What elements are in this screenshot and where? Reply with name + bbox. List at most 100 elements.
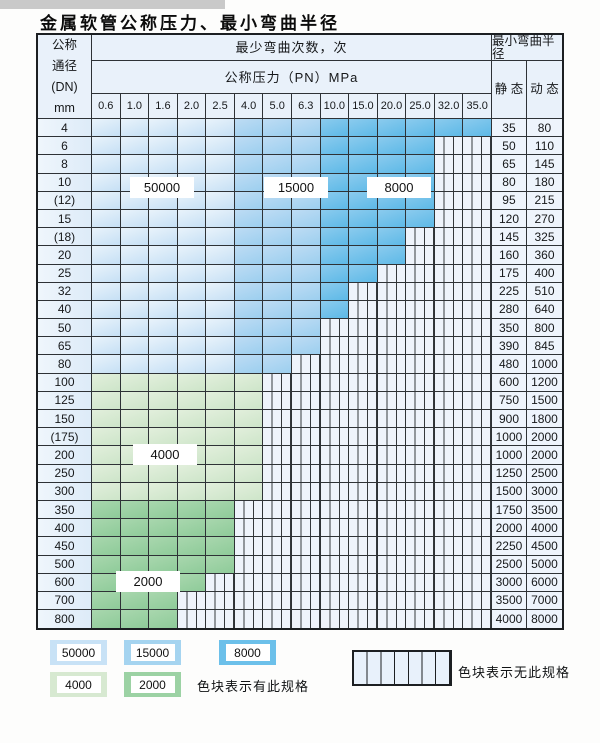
dynamic-radius-cell: 510 (526, 282, 562, 301)
spec-unavailable-cell (463, 391, 492, 410)
spec-available-cell (120, 482, 150, 501)
spec-available-cell (92, 537, 121, 556)
dynamic-radius-cell: 8000 (526, 610, 562, 629)
spec-unavailable-cell (463, 428, 492, 447)
spec-unavailable-cell (463, 610, 492, 629)
spec-unavailable-cell (320, 355, 350, 374)
spec-unavailable-cell (320, 446, 350, 465)
pressure-column-header: 1.6 (149, 94, 178, 119)
spec-available-cell (149, 610, 178, 629)
spec-unavailable-cell (463, 591, 492, 611)
static-radius-cell: 145 (491, 228, 527, 247)
spec-unavailable-cell (463, 555, 492, 574)
spec-unavailable-cell (463, 573, 492, 592)
dn-cell: 25 (38, 264, 92, 283)
legend-swatch-2000: 2000 (124, 672, 181, 697)
dn-column-header: 公称 通径 (DN) mm (38, 35, 92, 119)
spec-unavailable-cell (434, 537, 464, 556)
spec-unavailable-cell (406, 373, 435, 392)
pressure-column-header: 0.6 (92, 94, 121, 119)
dn-cell: 100 (38, 373, 92, 392)
spec-available-cell (120, 610, 150, 629)
spec-available-cell (291, 209, 321, 229)
spec-available-cell (92, 591, 121, 611)
spec-unavailable-cell (263, 391, 292, 410)
spec-available-cell (206, 373, 235, 392)
spec-unavailable-cell (406, 446, 435, 465)
legend-no-spec-swatch (352, 650, 452, 686)
scan-artifact-bar (0, 0, 225, 9)
spec-available-cell (206, 519, 235, 538)
spec-available-cell (177, 391, 207, 410)
spec-available-cell (206, 410, 235, 429)
dn-cell: 150 (38, 410, 92, 429)
dn-cell: 32 (38, 282, 92, 301)
spec-unavailable-cell (349, 391, 378, 410)
spec-available-cell (234, 428, 264, 447)
static-radius-cell: 390 (491, 337, 527, 356)
spec-available-cell (320, 119, 350, 138)
spec-available-cell (377, 228, 407, 247)
spec-available-cell (234, 282, 264, 301)
spec-unavailable-cell (463, 264, 492, 283)
dn-cell: 350 (38, 500, 92, 520)
dn-header-line: 通径 (51, 58, 77, 73)
spec-unavailable-cell (434, 137, 464, 156)
spec-available-cell (206, 537, 235, 556)
spec-unavailable-cell (320, 591, 350, 611)
spec-available-cell (291, 282, 321, 301)
spec-unavailable-cell (377, 355, 407, 374)
spec-available-cell (149, 137, 178, 156)
spec-available-cell (149, 300, 178, 320)
spec-available-cell (149, 391, 178, 410)
spec-unavailable-cell (291, 555, 321, 574)
spec-unavailable-cell (463, 446, 492, 465)
spec-available-cell (92, 337, 121, 356)
spec-unavailable-cell (234, 519, 264, 538)
spec-unavailable-cell (377, 500, 407, 520)
dynamic-radius-cell: 180 (526, 173, 562, 192)
spec-unavailable-cell (434, 446, 464, 465)
spec-available-cell (263, 137, 292, 156)
spec-unavailable-cell (434, 191, 464, 210)
static-radius-cell: 1500 (491, 482, 527, 501)
static-radius-cell: 95 (491, 191, 527, 210)
spec-unavailable-cell (263, 428, 292, 447)
spec-available-cell (320, 209, 350, 229)
spec-available-cell (234, 391, 264, 410)
spec-available-cell (234, 482, 264, 501)
spec-available-cell (120, 246, 150, 265)
pressure-column-header: 25.0 (406, 94, 435, 119)
static-radius-cell: 1750 (491, 500, 527, 520)
spec-available-cell (177, 319, 207, 338)
spec-unavailable-cell (291, 373, 321, 392)
spec-unavailable-cell (349, 610, 378, 629)
spec-unavailable-cell (463, 355, 492, 374)
spec-unavailable-cell (234, 537, 264, 556)
region-label-15000: 15000 (264, 177, 328, 198)
table-header: 公称 通径 (DN) mm 最少弯曲次数，次 最小弯曲半径 公称压力（PN）MP… (38, 35, 562, 119)
spec-unavailable-cell (434, 264, 464, 283)
spec-available-cell (177, 482, 207, 501)
spec-unavailable-cell (291, 446, 321, 465)
dynamic-radius-cell: 1200 (526, 373, 562, 392)
spec-unavailable-cell (434, 610, 464, 629)
dynamic-radius-cell: 4500 (526, 537, 562, 556)
pressure-column-header: 2.0 (177, 94, 207, 119)
spec-available-cell (120, 464, 150, 483)
spec-unavailable-cell (349, 446, 378, 465)
spec-unavailable-cell (463, 155, 492, 174)
spec-available-cell (349, 155, 378, 174)
static-radius-cell: 35 (491, 119, 527, 138)
spec-unavailable-cell (263, 410, 292, 429)
spec-unavailable-cell (463, 337, 492, 356)
spec-available-cell (149, 355, 178, 374)
spec-available-cell (120, 355, 150, 374)
legend-swatch-label: 2000 (130, 676, 175, 693)
spec-available-cell (263, 228, 292, 247)
region-label-4000: 4000 (133, 444, 197, 465)
spec-available-cell (291, 137, 321, 156)
spec-available-cell (120, 119, 150, 138)
spec-available-cell (434, 119, 464, 138)
dn-cell: (175) (38, 428, 92, 447)
